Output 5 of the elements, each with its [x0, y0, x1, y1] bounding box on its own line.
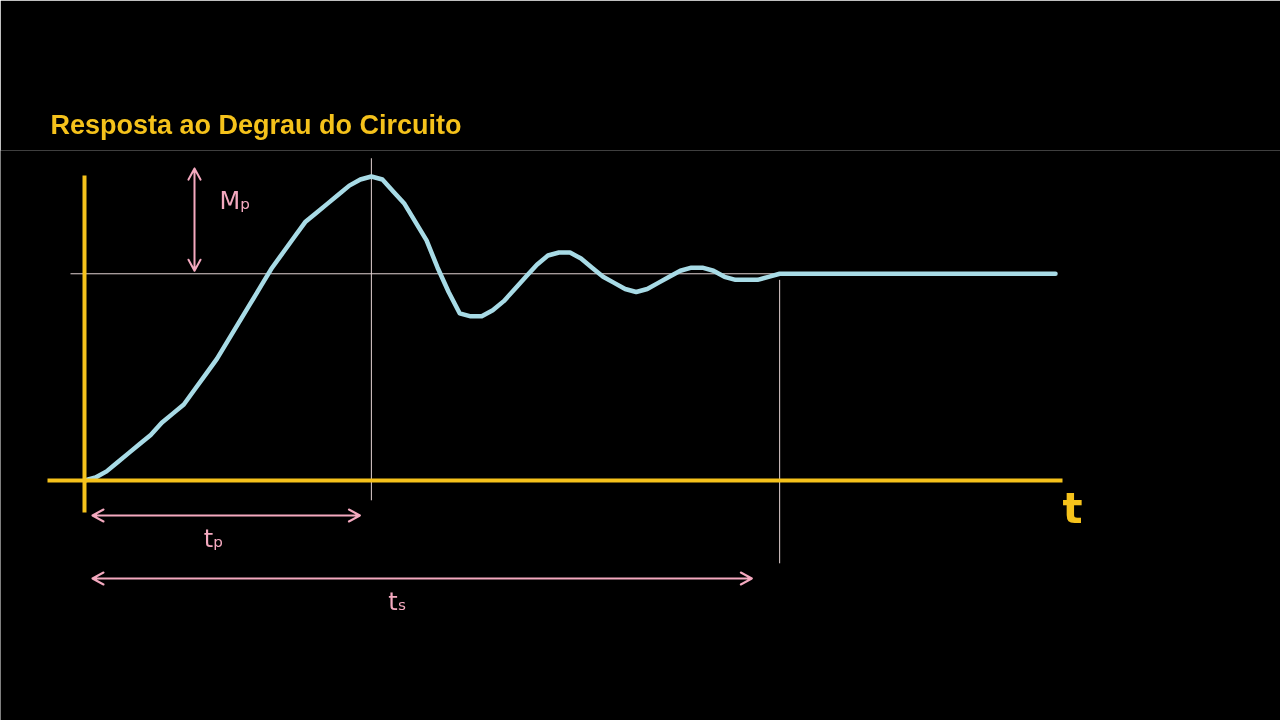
text: tₛ [388, 587, 407, 616]
chart-title: Resposta ao Degrau do Circuito [50, 110, 462, 140]
x-axis-title: t [1062, 484, 1083, 533]
annotation: Mₚ [219, 186, 251, 215]
text: tₚ [203, 524, 224, 553]
